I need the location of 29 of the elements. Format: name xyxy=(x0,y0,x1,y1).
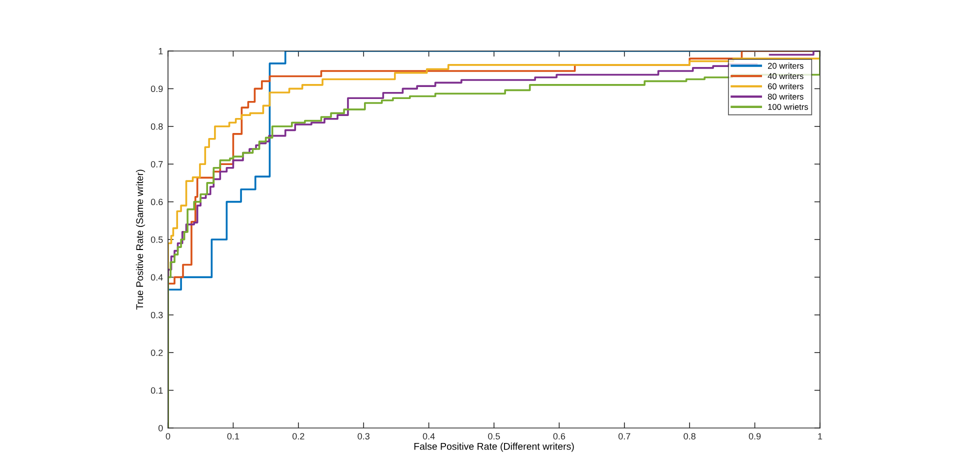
x-tick-label: 0.7 xyxy=(618,433,630,440)
x-tick-label: 0.5 xyxy=(488,433,500,440)
y-tick-label: 0.2 xyxy=(150,350,163,356)
legend-label: 60 writers xyxy=(768,83,804,90)
y-tick-label: 0.4 xyxy=(150,274,163,281)
y-tick-label: 0.9 xyxy=(150,86,163,92)
y-tick-label: 0.7 xyxy=(150,161,163,168)
x-tick-label: 0.9 xyxy=(748,433,761,440)
y-tick-label: 0.5 xyxy=(150,236,163,243)
x-tick-label: 0.1 xyxy=(227,433,240,440)
legend-label: 20 writers xyxy=(768,62,804,69)
x-tick-label: 0.6 xyxy=(553,433,566,440)
x-axis-title: False Positive Rate (Different writers) xyxy=(414,442,574,452)
y-tick-label: 1 xyxy=(158,48,163,54)
y-tick-label: 0.8 xyxy=(150,123,163,130)
x-tick-label: 0 xyxy=(166,433,170,440)
y-axis-title: True Positive Rate (Same writer) xyxy=(136,170,146,310)
x-tick-label: 0.2 xyxy=(292,433,304,440)
x-tick-label: 0.3 xyxy=(358,433,370,440)
y-tick-label: 0.3 xyxy=(150,312,163,318)
y-tick-label: 0.1 xyxy=(150,387,163,394)
legend-label: 40 writers xyxy=(768,72,804,80)
x-tick-label: 0.4 xyxy=(422,433,435,440)
legend-label: 80 writers xyxy=(768,93,804,100)
x-tick-label: 0.8 xyxy=(684,433,696,440)
y-tick-label: 0 xyxy=(158,424,163,432)
legend-label: 100 wrietrs xyxy=(768,104,808,110)
x-tick-label: 1 xyxy=(818,433,822,440)
y-tick-label: 0.6 xyxy=(150,198,163,206)
